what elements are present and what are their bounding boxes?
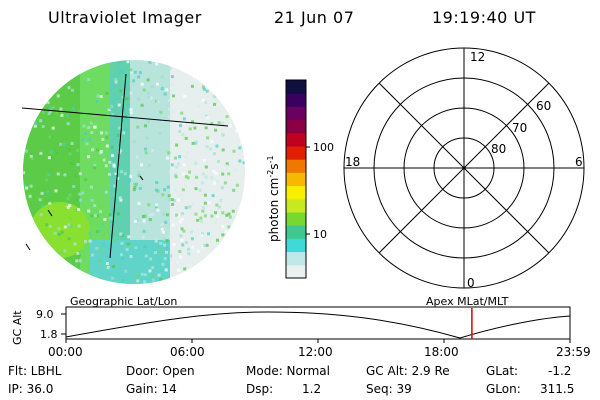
status-glat-value: -1.2 [548, 364, 572, 378]
colorbar-step [286, 238, 306, 253]
timeline-frame [65, 306, 571, 340]
colorbar-step [286, 264, 306, 279]
mlat-label-80: 80 [491, 142, 506, 156]
mlat-label-70: 70 [512, 121, 527, 135]
geo-grid-lines [21, 73, 229, 259]
status-seq: Seq: 39 [366, 382, 412, 396]
colorbar-step [286, 225, 306, 239]
colorbar-step [286, 185, 306, 200]
timeline-ylabel: GC Alt [11, 310, 24, 345]
mlt-label-12: 12 [470, 50, 485, 64]
timeline-ticks [65, 339, 571, 343]
status-dsp-value: 1.2 [302, 382, 322, 396]
status-ip: IP: 36.0 [8, 382, 54, 396]
geo-caption: Geographic Lat/Lon [70, 295, 177, 308]
colorbar-label-10: 10 [313, 228, 327, 241]
status-glat-label: GLat: [486, 364, 519, 378]
colorbar-step [286, 132, 306, 147]
apex-caption: Apex MLat/MLT [426, 295, 509, 308]
timeline-tick-1800: 18:00 [424, 345, 459, 359]
date-label: 21 Jun 07 [274, 8, 355, 27]
timeline-tick-2359: 23:59 [556, 345, 591, 359]
colorbar-step [286, 212, 306, 226]
app-title: Ultraviolet Imager [48, 8, 202, 27]
status-door: Door: Open [126, 364, 195, 378]
colorbar-step [286, 172, 306, 187]
time-label: 19:19:40 UT [432, 8, 536, 27]
colorbar [286, 80, 306, 279]
colorbar-step [286, 80, 306, 94]
colorbar-step [286, 106, 306, 121]
status-gcalt: GC Alt: 2.9 Re [366, 364, 450, 378]
status-gain: Gain: 14 [126, 382, 177, 396]
colorbar-frame [285, 79, 307, 279]
uv-image-disk [23, 60, 245, 284]
timeline-tick-0000: 00:00 [48, 345, 83, 359]
colorbar-step [286, 93, 306, 107]
colorbar-step [286, 119, 306, 134]
polar-plot [343, 47, 585, 289]
status-dsp-label: Dsp: [246, 382, 274, 396]
mlt-label-6: 6 [575, 155, 583, 169]
altitude-curve [65, 311, 571, 339]
mlt-label-0: 0 [467, 276, 475, 290]
colorbar-step [286, 198, 306, 213]
colorbar-step [286, 159, 306, 173]
status-flt: Flt: LBHL [8, 364, 62, 378]
status-mode: Mode: Normal [246, 364, 330, 378]
timeline-tick-0600: 06:00 [170, 345, 205, 359]
status-glon-label: GLon: [486, 382, 521, 396]
colorbar-step [286, 251, 306, 266]
timeline-tick-1200: 12:00 [298, 345, 333, 359]
mlat-label-60: 60 [536, 99, 551, 113]
status-glon-value: 311.5 [540, 382, 575, 396]
colorbar-unit-label: photon cm-2s-1 [266, 155, 281, 242]
timeline-ymax: 9.0 [36, 308, 54, 321]
colorbar-label-100: 100 [313, 141, 334, 154]
mlt-label-18: 18 [345, 155, 360, 169]
colorbar-step [286, 146, 306, 160]
timeline-ymin: 1.8 [40, 328, 58, 341]
